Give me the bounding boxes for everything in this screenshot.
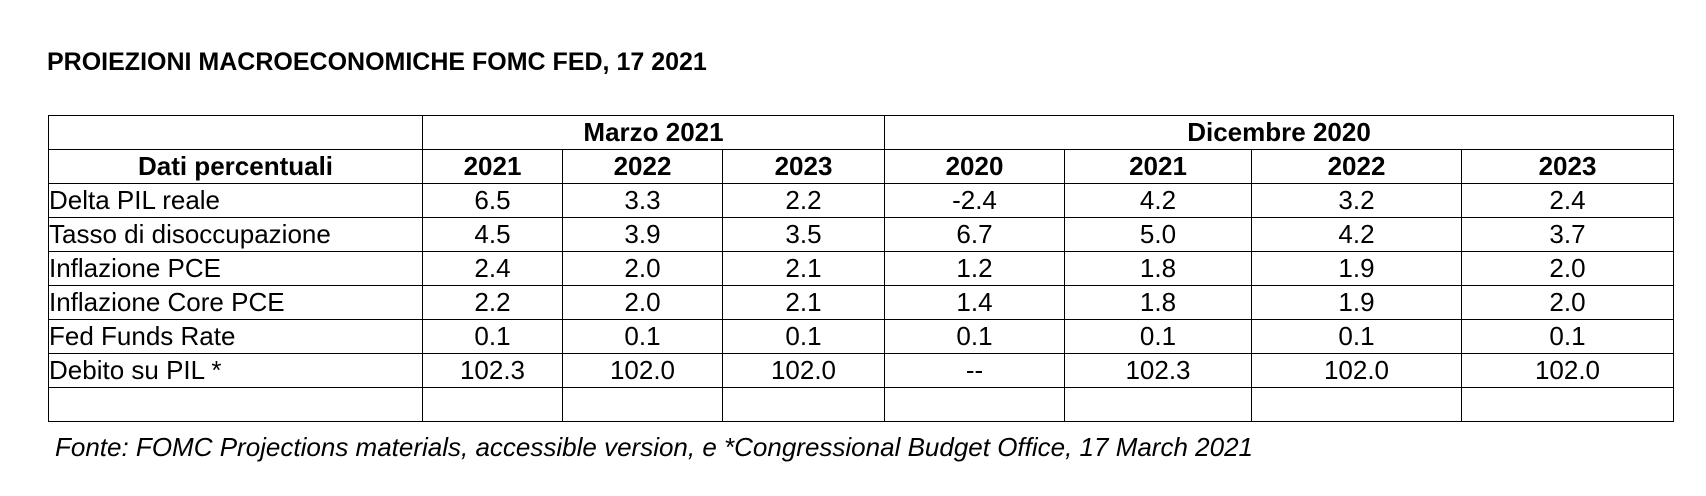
group-header-row: Marzo 2021 Dicembre 2020 xyxy=(48,115,1674,150)
empty-row xyxy=(48,387,1674,422)
data-cell: 4.2 xyxy=(1251,217,1462,252)
group-header-march: Marzo 2021 xyxy=(422,115,885,150)
row-header-label: Dati percentuali xyxy=(48,149,423,184)
data-cell: 0.1 xyxy=(562,319,723,354)
table-row: Inflazione Core PCE 2.2 2.0 2.1 1.4 1.8 … xyxy=(48,285,1674,320)
row-label: Delta PIL reale xyxy=(48,183,423,218)
document-title: PROIEZIONI MACROECONOMICHE FOMC FED, 17 … xyxy=(47,48,707,76)
table-row: Delta PIL reale 6.5 3.3 2.2 -2.4 4.2 3.2… xyxy=(48,183,1674,218)
data-cell: 4.2 xyxy=(1064,183,1252,218)
table-row: Fed Funds Rate 0.1 0.1 0.1 0.1 0.1 0.1 0… xyxy=(48,319,1674,354)
row-label: Inflazione Core PCE xyxy=(48,285,423,320)
data-cell: 4.5 xyxy=(422,217,563,252)
data-cell: -2.4 xyxy=(884,183,1065,218)
empty-cell xyxy=(48,387,423,422)
year-header-cell: 2020 xyxy=(884,149,1065,184)
data-cell: 102.0 xyxy=(562,353,723,388)
data-cell: 3.5 xyxy=(722,217,885,252)
data-cell: 1.4 xyxy=(884,285,1065,320)
empty-cell xyxy=(1064,387,1252,422)
row-label: Inflazione PCE xyxy=(48,251,423,286)
data-cell: 0.1 xyxy=(722,319,885,354)
data-cell: 2.1 xyxy=(722,285,885,320)
data-cell: 2.4 xyxy=(422,251,563,286)
year-header-cell: 2022 xyxy=(562,149,723,184)
data-cell: 102.0 xyxy=(722,353,885,388)
data-cell: 2.0 xyxy=(1461,251,1674,286)
source-note: Fonte: FOMC Projections materials, acces… xyxy=(55,432,1253,462)
year-header-cell: 2023 xyxy=(1461,149,1674,184)
year-header-cell: 2023 xyxy=(722,149,885,184)
data-cell: 1.9 xyxy=(1251,285,1462,320)
group-header-december: Dicembre 2020 xyxy=(884,115,1674,150)
year-header-cell: 2022 xyxy=(1251,149,1462,184)
data-cell: 102.3 xyxy=(1064,353,1252,388)
data-cell: 102.3 xyxy=(422,353,563,388)
data-cell: 2.0 xyxy=(562,251,723,286)
data-cell: 1.2 xyxy=(884,251,1065,286)
empty-cell xyxy=(562,387,723,422)
empty-cell xyxy=(722,387,885,422)
table-row: Debito su PIL * 102.3 102.0 102.0 -- 102… xyxy=(48,353,1674,388)
data-cell: 2.1 xyxy=(722,251,885,286)
empty-corner-cell xyxy=(48,115,423,150)
data-cell: 3.7 xyxy=(1461,217,1674,252)
empty-cell xyxy=(422,387,563,422)
data-cell: 0.1 xyxy=(1251,319,1462,354)
data-cell: 0.1 xyxy=(1064,319,1252,354)
row-label: Fed Funds Rate xyxy=(48,319,423,354)
year-header-cell: 2021 xyxy=(422,149,563,184)
data-cell: -- xyxy=(884,353,1065,388)
row-label: Tasso di disoccupazione xyxy=(48,217,423,252)
data-cell: 1.8 xyxy=(1064,285,1252,320)
data-cell: 3.9 xyxy=(562,217,723,252)
empty-cell xyxy=(1251,387,1462,422)
data-cell: 0.1 xyxy=(422,319,563,354)
data-cell: 102.0 xyxy=(1251,353,1462,388)
data-cell: 2.2 xyxy=(422,285,563,320)
data-cell: 2.4 xyxy=(1461,183,1674,218)
data-cell: 1.8 xyxy=(1064,251,1252,286)
data-cell: 6.5 xyxy=(422,183,563,218)
data-cell: 102.0 xyxy=(1461,353,1674,388)
table-row: Tasso di disoccupazione 4.5 3.9 3.5 6.7 … xyxy=(48,217,1674,252)
year-header-cell: 2021 xyxy=(1064,149,1252,184)
data-cell: 5.0 xyxy=(1064,217,1252,252)
data-cell: 2.0 xyxy=(1461,285,1674,320)
row-label: Debito su PIL * xyxy=(48,353,423,388)
table-row: Inflazione PCE 2.4 2.0 2.1 1.2 1.8 1.9 2… xyxy=(48,251,1674,286)
data-cell: 6.7 xyxy=(884,217,1065,252)
data-cell: 2.2 xyxy=(722,183,885,218)
projections-table: Marzo 2021 Dicembre 2020 Dati percentual… xyxy=(48,115,1674,422)
data-cell: 1.9 xyxy=(1251,251,1462,286)
empty-cell xyxy=(1461,387,1674,422)
data-cell: 2.0 xyxy=(562,285,723,320)
year-header-row: Dati percentuali 2021 2022 2023 2020 202… xyxy=(48,149,1674,184)
empty-cell xyxy=(884,387,1065,422)
data-cell: 3.2 xyxy=(1251,183,1462,218)
data-cell: 0.1 xyxy=(884,319,1065,354)
data-cell: 0.1 xyxy=(1461,319,1674,354)
data-cell: 3.3 xyxy=(562,183,723,218)
